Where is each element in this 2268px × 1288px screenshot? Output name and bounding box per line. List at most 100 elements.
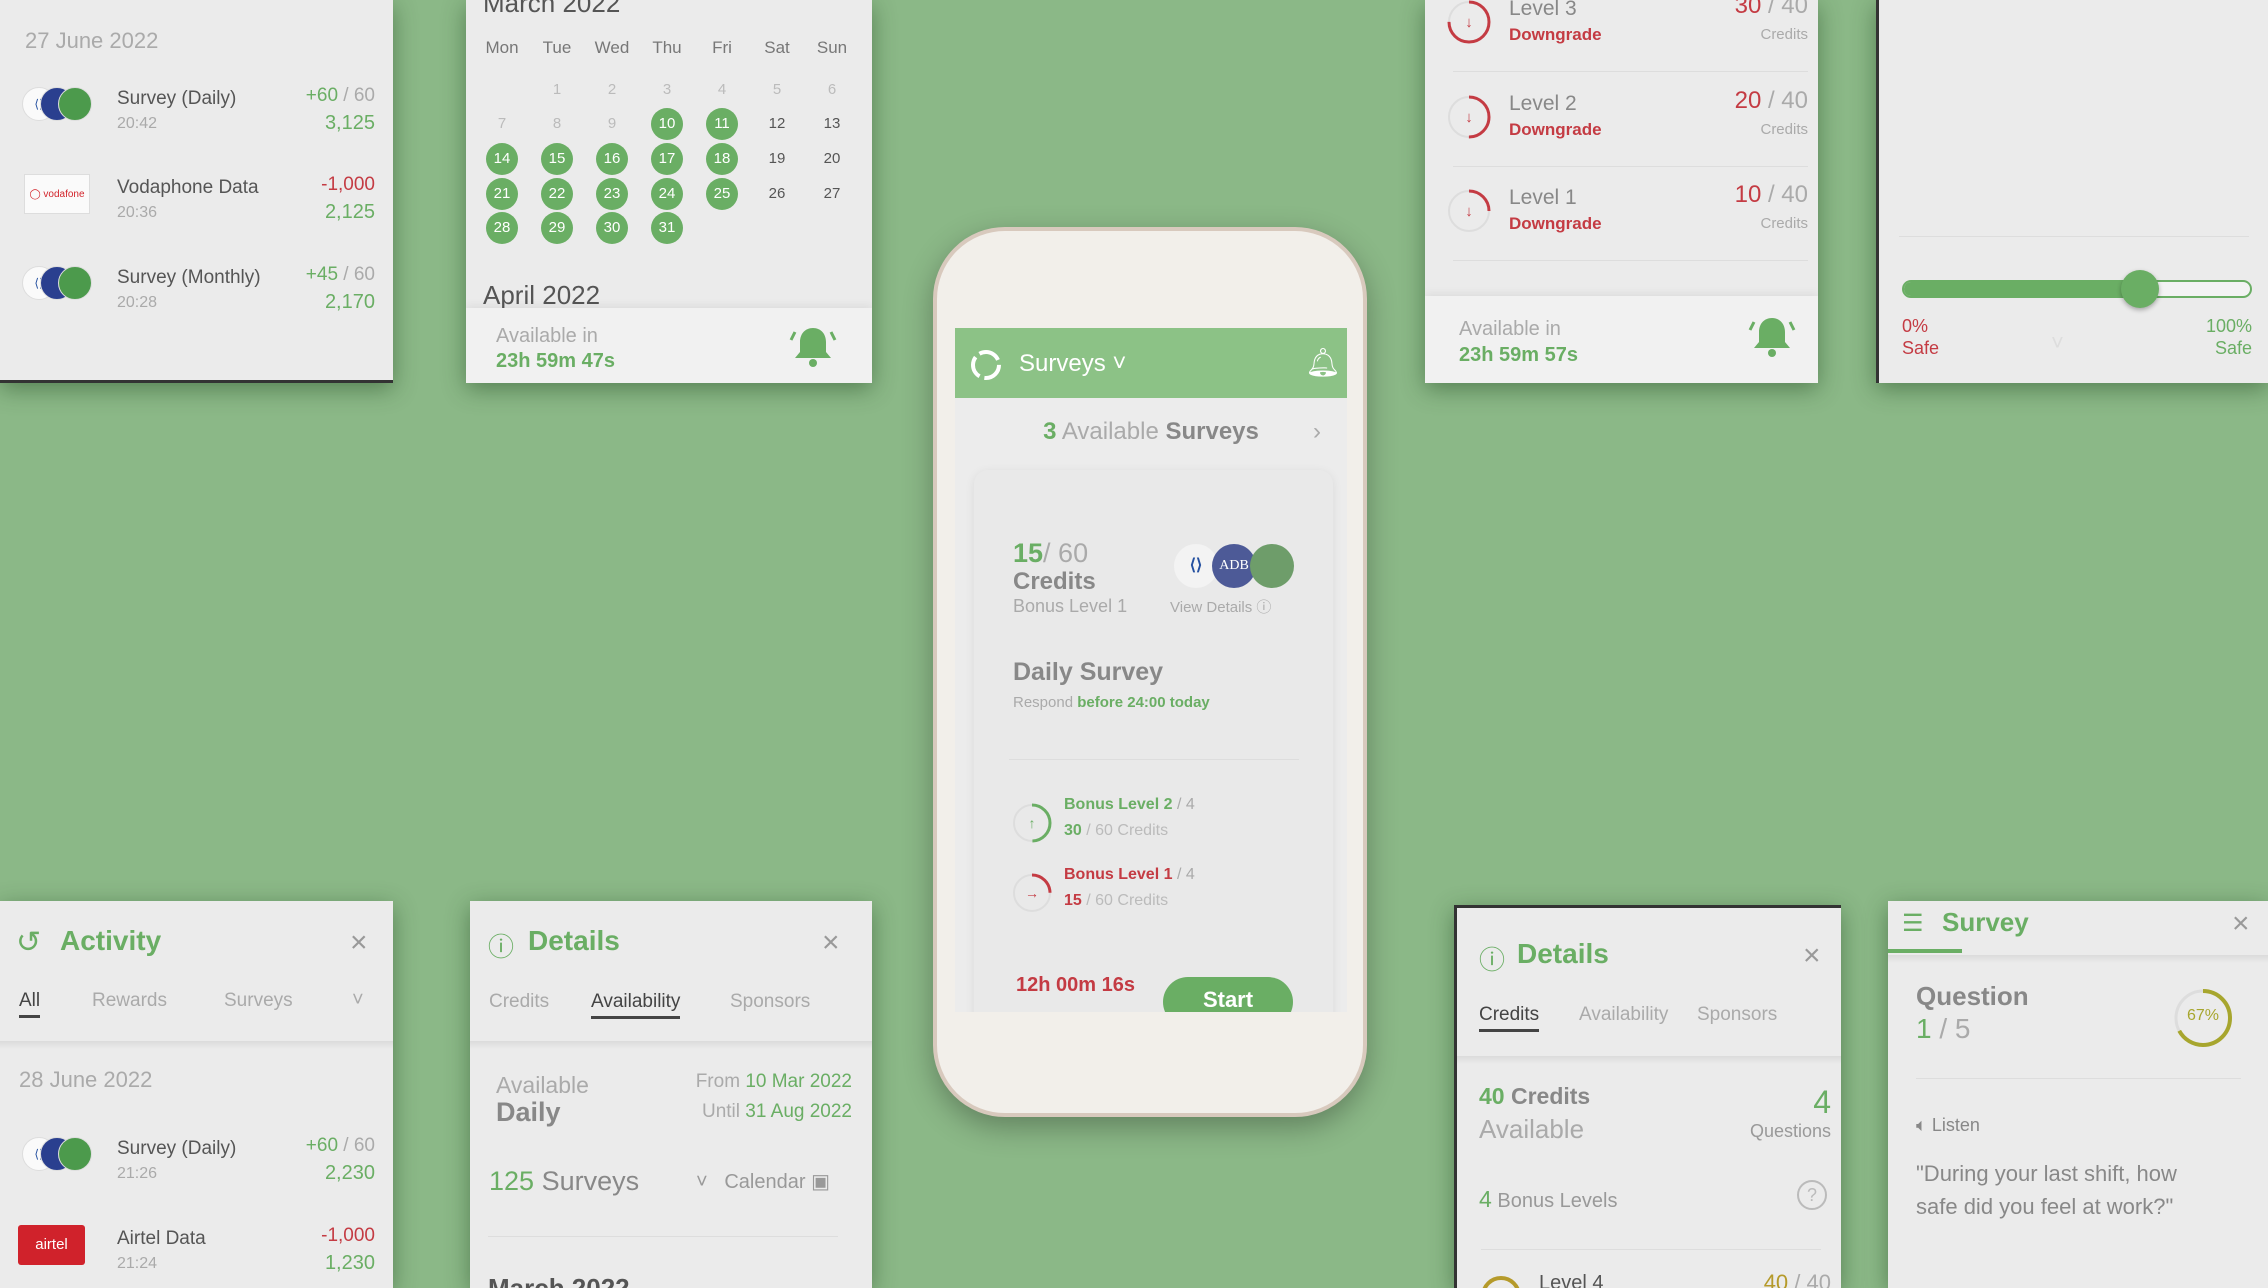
item-time: 20:28 xyxy=(117,294,158,311)
chevron-down-icon[interactable]: ˅ xyxy=(352,989,364,1011)
calendar-day[interactable]: 17 xyxy=(651,143,683,175)
chevron-down-icon[interactable]: ˅ xyxy=(2051,330,2064,355)
level-progress-ring: ↑ xyxy=(1012,803,1052,843)
close-icon[interactable]: × xyxy=(350,926,368,959)
calendar-day[interactable]: 5 xyxy=(772,81,782,98)
tab-surveys[interactable]: Surveys xyxy=(224,990,293,1011)
calendar-day[interactable]: 4 xyxy=(717,81,727,98)
credits-label: Credits xyxy=(1013,568,1096,595)
credits-progress: 15/ 60 xyxy=(1013,538,1089,568)
bonus-levels: 4 Bonus Levels xyxy=(1479,1186,1618,1212)
panel-title: Details xyxy=(1517,938,1609,969)
listen-button[interactable]: 🔈︎ Listen xyxy=(1916,1115,1980,1135)
calendar-day[interactable]: 3 xyxy=(662,81,672,98)
calendar-day[interactable]: 21 xyxy=(486,178,518,210)
calendar-day[interactable]: 8 xyxy=(552,115,562,132)
tab-credits[interactable]: Credits xyxy=(1479,1004,1540,1032)
surveys-count: 125 Surveys xyxy=(489,1166,640,1196)
calendar-day[interactable]: 6 xyxy=(827,81,837,98)
tab-sponsors[interactable]: Sponsors xyxy=(730,991,811,1012)
item-time: 21:26 xyxy=(117,1165,158,1182)
sliders-icon: ☰ xyxy=(1902,910,1924,937)
tab-sponsors[interactable]: Sponsors xyxy=(1697,1004,1778,1025)
history-icon: ↺ xyxy=(16,926,42,959)
level-progress-ring: → xyxy=(1012,873,1052,913)
downgrade-icon: ↓ xyxy=(1447,95,1491,139)
close-icon[interactable]: × xyxy=(1803,939,1821,972)
calendar-day[interactable]: 30 xyxy=(596,212,628,244)
available-surveys-link[interactable]: 3 Available Surveys xyxy=(1043,418,1259,445)
bell-icon[interactable] xyxy=(788,324,838,370)
calendar-day[interactable]: 10 xyxy=(651,108,683,140)
calendar-day[interactable]: 24 xyxy=(651,178,683,210)
bell-icon[interactable] xyxy=(1747,314,1797,360)
level-name: Level 3 xyxy=(1509,0,1577,20)
credits-available: 40 Credits xyxy=(1479,1083,1591,1109)
level-status: Downgrade xyxy=(1509,120,1602,139)
calendar-day[interactable]: 26 xyxy=(768,185,786,202)
weekday-wed: Wed xyxy=(594,38,630,57)
tab-availability[interactable]: Availability xyxy=(1579,1004,1669,1025)
chevron-right-icon[interactable]: › xyxy=(1313,418,1321,445)
calendar-day[interactable]: 12 xyxy=(768,115,786,132)
month-title: March 2022 xyxy=(488,1273,630,1288)
tab-all[interactable]: All xyxy=(19,990,41,1018)
tab-credits[interactable]: Credits xyxy=(489,991,550,1012)
calendar-day[interactable]: 31 xyxy=(651,212,683,244)
slider-thumb[interactable] xyxy=(2121,270,2159,308)
speaker-icon: 🔈︎ xyxy=(1916,1115,1927,1135)
tab-rewards[interactable]: Rewards xyxy=(92,990,167,1011)
bonus-level-name: Bonus Level 1 / 4 xyxy=(1064,866,1195,883)
calendar-day[interactable]: 11 xyxy=(706,108,738,140)
calendar-day[interactable]: 18 xyxy=(706,143,738,175)
calendar-day[interactable]: 14 xyxy=(486,143,518,175)
close-icon[interactable]: × xyxy=(822,926,840,959)
calendar-day[interactable]: 28 xyxy=(486,212,518,244)
notification-bell-icon[interactable]: 🔔︎ xyxy=(1305,347,1341,378)
calendar-day[interactable]: 13 xyxy=(823,115,841,132)
calendar-day[interactable]: 29 xyxy=(541,212,573,244)
calendar-day[interactable]: 15 xyxy=(541,143,573,175)
sponsors-logo: ⟨⟩ xyxy=(22,87,94,123)
calendar-day[interactable]: 16 xyxy=(596,143,628,175)
sponsor-logos[interactable]: ⟨⟩ ADB xyxy=(1174,544,1304,588)
safety-slider[interactable] xyxy=(1902,280,2252,298)
calendar-day[interactable]: 9 xyxy=(607,115,617,132)
calendar-day[interactable]: 1 xyxy=(552,81,562,98)
sponsors-logo: ⟨⟩ xyxy=(22,1137,94,1173)
calendar-day[interactable]: 23 xyxy=(596,178,628,210)
credits-unit: Credits xyxy=(1760,121,1808,138)
surveys-dropdown[interactable]: Surveys ˅ xyxy=(1019,350,1126,378)
level-name: Level 2 xyxy=(1509,92,1577,115)
tab-availability[interactable]: Availability xyxy=(591,991,681,1019)
sponsor-green-logo xyxy=(1250,544,1294,588)
start-button[interactable]: Start xyxy=(1163,977,1293,1012)
svg-text:↓: ↓ xyxy=(1465,203,1473,220)
calendar-day[interactable]: 2 xyxy=(607,81,617,98)
item-delta: -1,000 xyxy=(321,1225,375,1246)
calendar-day[interactable]: 22 xyxy=(541,178,573,210)
calendar-day[interactable]: 19 xyxy=(768,150,786,167)
weekday-fri: Fri xyxy=(712,38,732,57)
calendar-day[interactable]: 7 xyxy=(497,115,507,132)
level-name: Level 4 xyxy=(1539,1272,1604,1288)
close-icon[interactable]: × xyxy=(2232,907,2250,940)
adb-logo: ADB xyxy=(1212,544,1256,588)
credits-unit: Credits xyxy=(1760,215,1808,232)
calendar-day[interactable]: 25 xyxy=(706,178,738,210)
calendar-view-toggle[interactable]: ˅ Calendar ▣ xyxy=(696,1171,830,1193)
level-name: Level 1 xyxy=(1509,186,1577,209)
calendar-day[interactable]: 20 xyxy=(823,150,841,167)
item-delta: -1,000 xyxy=(321,174,375,195)
level-credits: 20 / 40 xyxy=(1734,87,1808,114)
availability-footer: Available in 23h 59m 57s xyxy=(1425,296,1818,383)
bonus-level-name: Bonus Level 2 / 4 xyxy=(1064,796,1195,813)
calendar-day[interactable]: 27 xyxy=(823,185,841,202)
slider-fill xyxy=(1904,282,2140,296)
until-date: Until 31 Aug 2022 xyxy=(701,1101,852,1122)
view-details-link[interactable]: View Details ⓘ xyxy=(1170,599,1272,616)
calendar-month-title: March 2022 xyxy=(483,0,621,18)
help-icon[interactable]: ? xyxy=(1797,1180,1827,1210)
carrefour-logo: ⟨⟩ xyxy=(1174,544,1218,588)
item-time: 20:42 xyxy=(117,115,158,132)
